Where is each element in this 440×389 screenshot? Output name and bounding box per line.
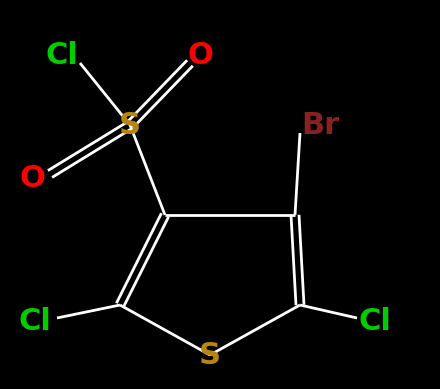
Text: O: O — [19, 163, 45, 193]
Text: Br: Br — [301, 110, 339, 140]
Text: S: S — [119, 110, 141, 140]
Text: Cl: Cl — [359, 307, 392, 336]
Text: S: S — [199, 340, 221, 370]
Text: Cl: Cl — [18, 307, 51, 336]
Text: O: O — [187, 40, 213, 70]
Text: Cl: Cl — [46, 40, 78, 70]
